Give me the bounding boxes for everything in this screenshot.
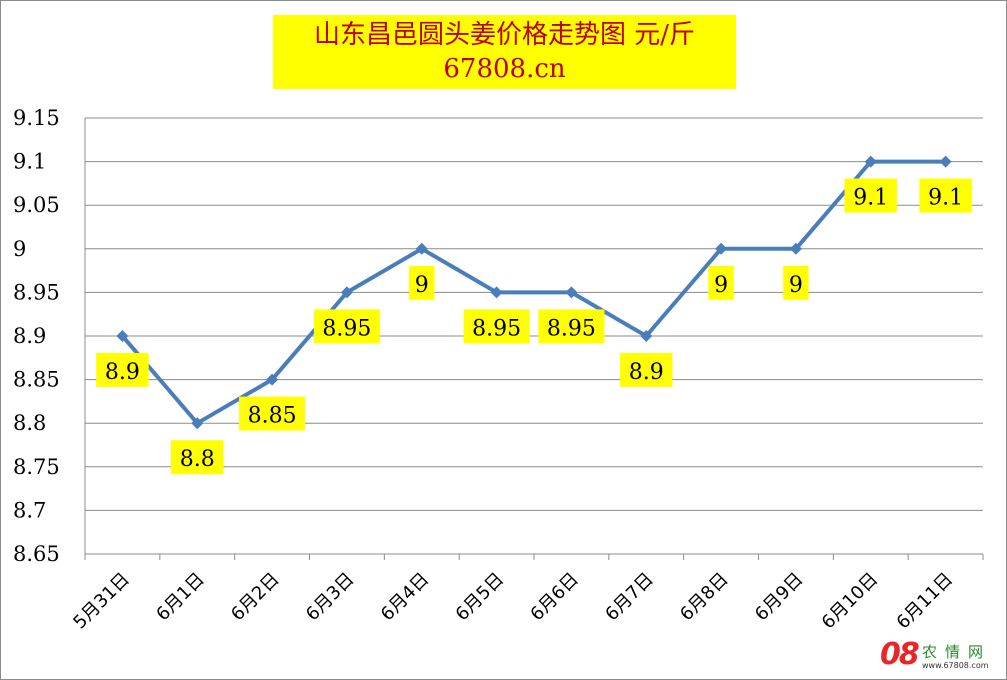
data-point xyxy=(340,286,353,299)
data-label-box xyxy=(538,309,605,344)
data-point xyxy=(116,330,129,342)
watermark-site-name: 农情网 xyxy=(922,643,992,661)
y-tick-label: 9.05 xyxy=(13,193,60,217)
x-tick-label: 6月2日 xyxy=(227,569,284,626)
data-label: 8.9 xyxy=(629,360,664,385)
x-tick-label: 6月5日 xyxy=(452,569,509,626)
y-tick-label: 8.65 xyxy=(13,542,60,566)
data-label-box xyxy=(708,265,734,300)
data-label-box xyxy=(919,178,972,213)
data-label: 8.95 xyxy=(472,316,521,341)
data-label: 8.9 xyxy=(105,360,140,385)
watermark-number: 08 xyxy=(880,637,920,672)
y-tick-label: 8.7 xyxy=(13,498,46,522)
data-label: 9 xyxy=(714,273,728,298)
x-tick-label: 6月1日 xyxy=(152,569,209,626)
data-point xyxy=(266,373,279,386)
chart-title-box: 山东昌邑圆头姜价格走势图 元/斤 67808.cn xyxy=(273,15,736,89)
data-point xyxy=(715,242,728,255)
x-tick-label: 6月3日 xyxy=(302,569,359,626)
data-label: 9 xyxy=(415,273,429,298)
x-tick-label: 5月31日 xyxy=(69,569,134,634)
x-tick-label: 6月7日 xyxy=(601,569,658,626)
y-tick-label: 8.85 xyxy=(13,368,60,392)
data-label: 8.8 xyxy=(180,447,215,472)
x-tick-label: 6月10日 xyxy=(818,569,883,634)
data-label-box xyxy=(96,353,149,387)
data-point xyxy=(939,155,952,168)
data-point xyxy=(864,155,877,168)
y-tick-label: 8.8 xyxy=(13,411,46,435)
data-label-box xyxy=(313,309,380,344)
chart-subtitle: 67808.cn xyxy=(443,54,566,84)
data-point xyxy=(191,417,204,430)
data-label-box xyxy=(783,265,809,300)
data-label-box xyxy=(463,309,530,344)
data-point xyxy=(415,242,428,255)
data-label-box xyxy=(171,440,224,475)
data-label-box xyxy=(844,178,897,213)
x-tick-label: 6月4日 xyxy=(377,569,434,626)
y-tick-label: 9 xyxy=(13,237,26,261)
data-point xyxy=(640,330,653,342)
data-label: 9.1 xyxy=(928,186,963,211)
y-tick-label: 9.15 xyxy=(13,106,60,130)
y-tick-label: 8.75 xyxy=(13,455,60,479)
data-label-box xyxy=(239,396,306,431)
x-tick-label: 6月8日 xyxy=(676,569,733,626)
data-point xyxy=(565,286,578,299)
data-label: 9 xyxy=(789,273,803,298)
data-point xyxy=(789,242,802,255)
y-tick-label: 9.1 xyxy=(13,150,46,174)
data-label: 8.95 xyxy=(547,316,596,341)
x-tick-label: 6月9日 xyxy=(751,569,808,626)
y-tick-label: 8.9 xyxy=(13,324,46,348)
data-label: 9.1 xyxy=(853,186,888,211)
x-tick-label: 6月6日 xyxy=(526,569,583,626)
x-tick-label: 6月11日 xyxy=(893,569,958,634)
series-line xyxy=(120,159,946,426)
watermark-logo: 08 农情网 www.67808.com xyxy=(880,637,1000,677)
data-label-box xyxy=(409,265,435,300)
chart-title: 山东昌邑圆头姜价格走势图 元/斤 xyxy=(313,20,696,50)
data-point xyxy=(490,286,503,299)
data-label: 8.85 xyxy=(248,404,297,429)
y-tick-label: 8.95 xyxy=(13,280,60,304)
data-label: 8.95 xyxy=(322,316,371,341)
data-label-box xyxy=(620,353,673,387)
watermark-url: www.67808.com xyxy=(922,661,989,670)
